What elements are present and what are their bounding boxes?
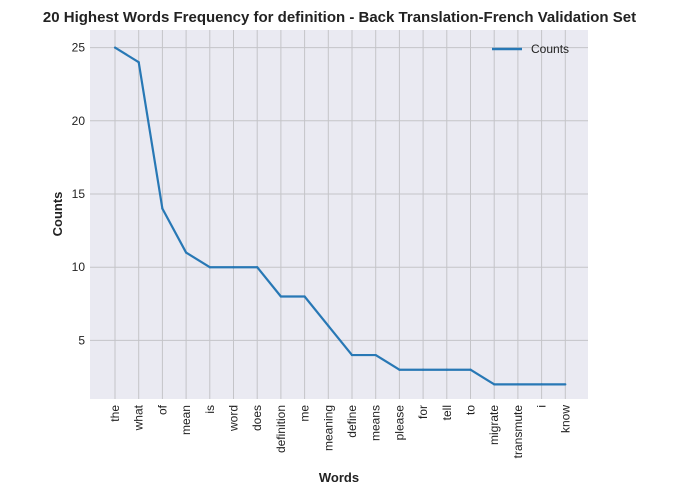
data-point (445, 368, 448, 371)
data-point (113, 46, 117, 49)
data-point (327, 324, 330, 327)
data-point (279, 295, 282, 298)
data-point (493, 383, 496, 386)
data-point (564, 383, 567, 386)
legend: Counts (492, 42, 569, 56)
x-tick-label: to (464, 405, 478, 415)
x-tick-label: tell (440, 405, 454, 420)
data-point (469, 368, 472, 371)
y-tick-label: 5 (78, 333, 85, 347)
data-point (137, 61, 140, 64)
x-tick-label: what (132, 404, 146, 431)
y-tick-label: 10 (72, 260, 86, 274)
data-point (350, 353, 354, 357)
data-point (232, 266, 235, 269)
x-tick-label: definition (274, 405, 288, 453)
y-tick-label: 15 (72, 187, 86, 201)
data-point (398, 368, 401, 371)
x-tick-label: the (108, 405, 122, 422)
data-point (208, 266, 211, 269)
series-line-counts (114, 46, 566, 386)
data-point (422, 368, 425, 371)
y-tick-label: 20 (72, 114, 86, 128)
x-tick-label: word (227, 405, 241, 432)
x-tick-label: i (535, 405, 549, 408)
data-point (516, 383, 520, 386)
chart-title: 20 Highest Words Frequency for definitio… (43, 9, 636, 26)
x-tick-label: transmute (511, 405, 525, 459)
data-point (185, 251, 188, 254)
x-tick-label: define (345, 405, 359, 438)
data-point (540, 383, 543, 386)
data-point (303, 295, 306, 298)
y-axis-label: Counts (50, 192, 65, 237)
grid-lines (90, 30, 588, 399)
data-point (161, 207, 164, 210)
x-tick-label: meaning (321, 405, 335, 451)
x-tick-label: for (416, 405, 430, 419)
x-tick-label: means (369, 405, 383, 441)
x-tick-label: please (392, 405, 406, 441)
x-tick-label: does (250, 405, 264, 431)
x-axis-ticks: the what of mean is word does definition me meani… (108, 404, 572, 458)
x-tick-label: is (203, 405, 217, 414)
x-axis-label: Words (319, 470, 359, 485)
x-tick-label: mean (179, 405, 193, 435)
data-point (256, 266, 259, 269)
legend-label-counts: Counts (531, 42, 569, 56)
series-points (113, 46, 567, 386)
x-tick-label: of (155, 404, 169, 415)
x-tick-label: know (558, 405, 572, 433)
y-axis-ticks: 5 10 15 20 25 (72, 41, 86, 348)
data-point (374, 353, 377, 357)
x-tick-label: me (298, 405, 312, 422)
x-tick-label: migrate (487, 405, 501, 445)
y-tick-label: 25 (72, 41, 86, 55)
